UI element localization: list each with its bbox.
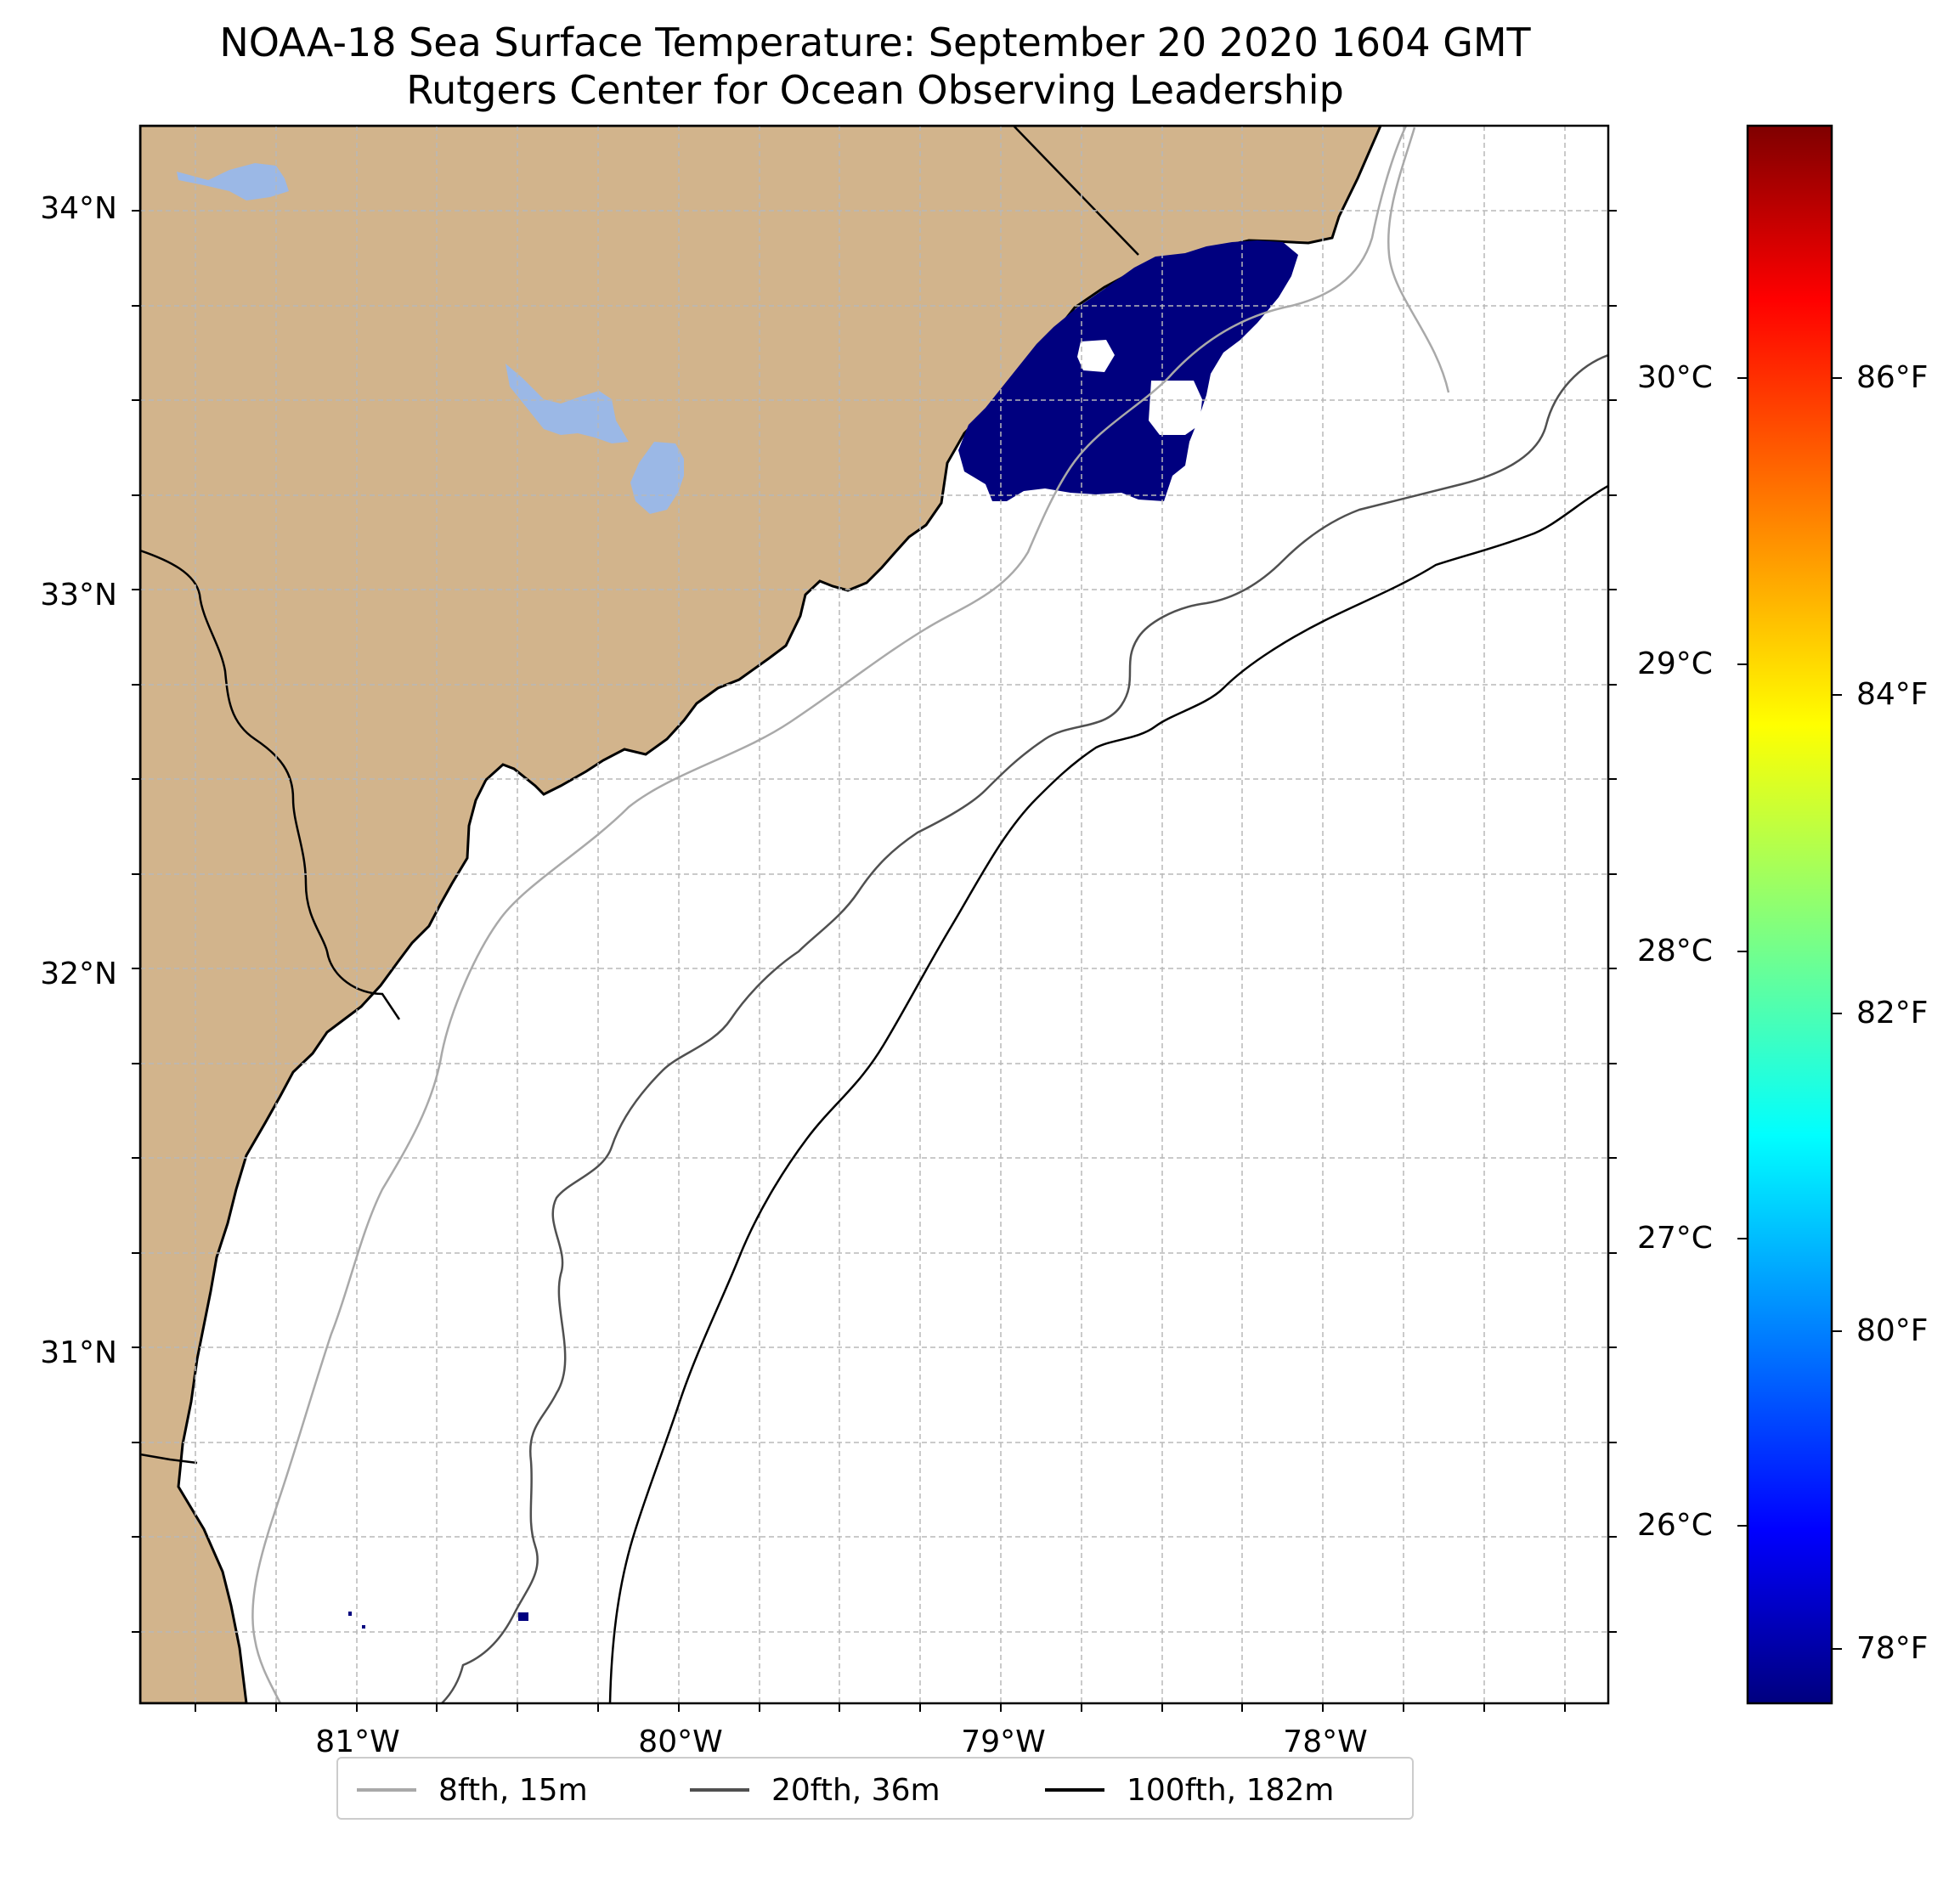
lake-marion [177, 163, 289, 200]
legend-item-8fth: 8fth, 15m [357, 1759, 588, 1821]
legend-label-8fth: 8fth, 15m [438, 1772, 588, 1808]
legend-swatch-100fth [1045, 1788, 1104, 1792]
colorbar-label-82f: 82°F [1856, 996, 1929, 1030]
lat-label-32n: 32°N [40, 957, 117, 991]
isobath-100fth [608, 484, 1608, 1703]
sst-gap [1077, 340, 1115, 372]
colorbar-label-28c: 28°C [1637, 934, 1713, 968]
map-area [140, 126, 1608, 1703]
isobath-8fth [1387, 127, 1450, 393]
state-border [1013, 126, 1139, 256]
lat-label-34n: 34°N [40, 191, 117, 226]
colorbar [1746, 124, 1833, 1705]
lon-label-81w: 81°W [315, 1725, 400, 1759]
map-title: NOAA-18 Sea Surface Temperature: Septemb… [219, 20, 1531, 65]
lon-label-80w: 80°W [638, 1725, 723, 1759]
isobath-20fth [441, 353, 1608, 1703]
sst-speck [362, 1625, 365, 1629]
sst-speck [348, 1612, 352, 1616]
map-subtitle: Rutgers Center for Ocean Observing Leade… [406, 67, 1344, 113]
sst-speck [518, 1612, 528, 1621]
legend-swatch-8fth [357, 1788, 416, 1792]
colorbar-label-26c: 26°C [1637, 1508, 1713, 1543]
gridlines [140, 126, 1608, 1703]
axis-ticks [132, 210, 1617, 1712]
lon-label-78w: 78°W [1283, 1725, 1368, 1759]
state-border [140, 549, 401, 1020]
colorbar-label-29c: 29°C [1637, 646, 1713, 681]
map-frame [138, 124, 1610, 1705]
colorbar-ticks [1737, 377, 1842, 1650]
legend-swatch-20fth [690, 1788, 749, 1792]
isobath-legend: 8fth, 15m 20fth, 36m 100fth, 182m [336, 1757, 1414, 1820]
colorbar-label-86f: 86°F [1856, 360, 1929, 395]
legend-label-20fth: 20fth, 36m [771, 1772, 940, 1808]
sst-gap [1149, 381, 1202, 435]
state-border [140, 1453, 198, 1465]
lon-label-79w: 79°W [961, 1725, 1046, 1759]
legend-item-20fth: 20fth, 36m [690, 1759, 940, 1821]
lat-label-33n: 33°N [40, 578, 117, 613]
isobath-8fth [251, 126, 1408, 1703]
colorbar-label-78f: 78°F [1856, 1631, 1929, 1666]
land-mass [140, 126, 1382, 1703]
legend-item-100fth: 100fth, 182m [1045, 1759, 1334, 1821]
colorbar-label-27c: 27°C [1637, 1221, 1713, 1256]
colorbar-label-30c: 30°C [1637, 360, 1713, 395]
colorbar-label-80f: 80°F [1856, 1313, 1929, 1348]
lat-label-31n: 31°N [40, 1335, 117, 1370]
legend-label-100fth: 100fth, 182m [1127, 1772, 1335, 1808]
colorbar-label-84f: 84°F [1856, 677, 1929, 712]
